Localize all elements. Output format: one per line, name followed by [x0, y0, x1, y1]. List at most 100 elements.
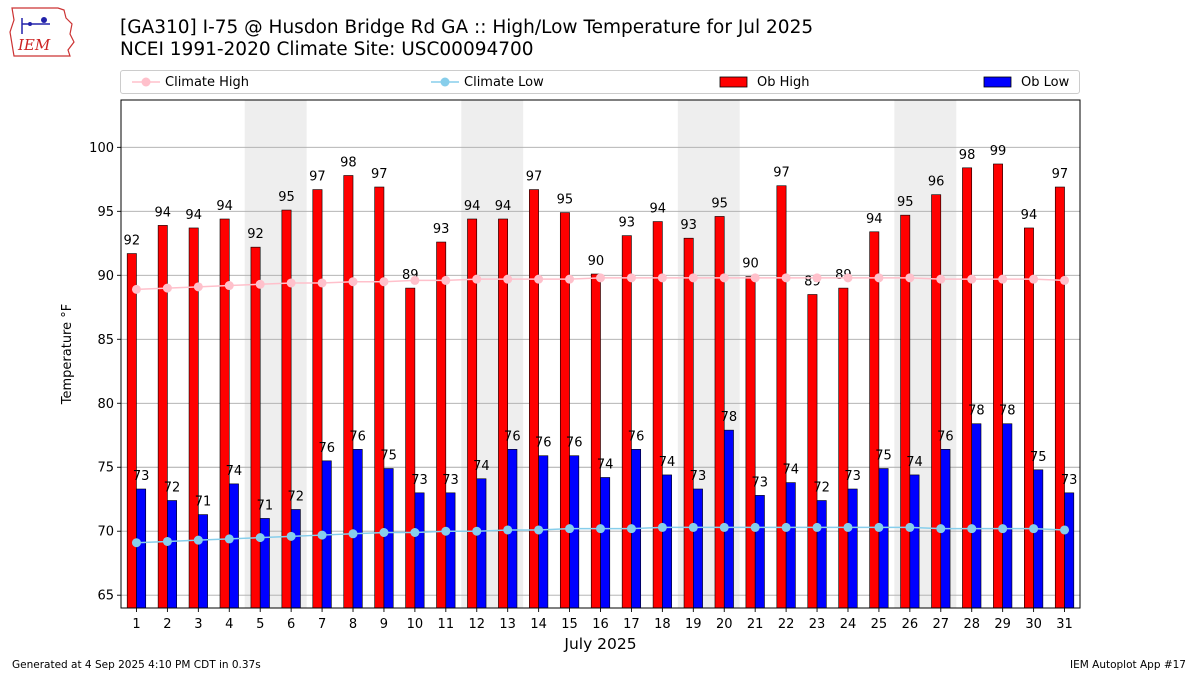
ob-high-bar — [126, 253, 137, 609]
climate-high-point — [936, 274, 946, 284]
weekend-band — [677, 100, 740, 608]
climate-high-point — [286, 278, 296, 288]
ob-low-bar — [631, 449, 642, 609]
ob-high-bar — [498, 218, 508, 609]
x-tick-label: 5 — [256, 617, 264, 632]
climate-high-point — [812, 273, 822, 283]
ob-low-bar — [600, 477, 611, 609]
legend-climate-low-label: Climate Low — [464, 75, 544, 90]
ob-high-bar — [1024, 227, 1034, 609]
ob-low-bar — [785, 482, 796, 609]
climate-low-point — [565, 524, 575, 534]
ob-low-bar — [1002, 423, 1013, 609]
ob-high-value-label: 94 — [1021, 208, 1038, 223]
y-tick-label: 90 — [97, 269, 114, 284]
climate-low-point — [657, 522, 667, 532]
climate-low-point — [1029, 524, 1039, 534]
ob-high-value-label: 95 — [557, 193, 574, 208]
climate-high-point — [1029, 274, 1039, 284]
ob-low-value-label: 74 — [473, 459, 490, 474]
ob-low-bar — [476, 478, 487, 609]
climate-low-point — [626, 524, 636, 534]
ob-high-value-label: 96 — [928, 175, 945, 190]
climate-high-point — [255, 279, 265, 289]
y-tick-label: 70 — [97, 525, 114, 540]
climate-high-point — [998, 274, 1008, 284]
x-tick-label: 3 — [194, 617, 202, 632]
ob-low-bar — [1064, 492, 1075, 609]
ob-high-value-label: 97 — [371, 167, 388, 182]
ob-high-bar — [281, 209, 292, 609]
ob-low-value-label: 74 — [597, 457, 614, 472]
ob-low-bar — [290, 509, 301, 609]
ob-low-value-label: 72 — [164, 481, 181, 496]
climate-low-point — [410, 528, 420, 538]
logo-text: IEM — [17, 36, 51, 54]
climate-low-point — [317, 530, 327, 540]
x-tick-label: 29 — [994, 617, 1011, 632]
climate-low-point — [874, 522, 884, 532]
climate-high-point — [193, 282, 203, 292]
y-tick-label: 75 — [97, 461, 114, 476]
y-tick-label: 100 — [89, 141, 114, 156]
x-tick-label: 24 — [840, 617, 857, 632]
ob-high-bar — [683, 237, 694, 609]
climate-low-point — [534, 525, 544, 535]
x-tick-label: 19 — [685, 617, 702, 632]
ob-low-bar — [971, 423, 982, 609]
x-tick-label: 28 — [963, 617, 980, 632]
ob-low-bar — [352, 449, 363, 609]
y-axis-label: Temperature °F — [60, 304, 75, 405]
x-tick-label: 30 — [1025, 617, 1042, 632]
x-tick-label: 1 — [132, 617, 140, 632]
ob-high-bar — [405, 287, 416, 609]
ob-high-value-label: 89 — [804, 274, 821, 289]
climate-high-point — [967, 274, 977, 284]
ob-low-bar — [136, 488, 147, 609]
ob-high-value-label: 92 — [247, 227, 264, 242]
climate-high-point — [565, 274, 575, 284]
ob-low-bar — [198, 514, 208, 609]
ob-low-value-label: 76 — [628, 429, 645, 444]
ob-high-bar — [188, 227, 199, 609]
ob-high-bar — [590, 273, 601, 609]
ob-low-value-label: 76 — [535, 436, 552, 451]
x-tick-label: 14 — [530, 617, 547, 632]
ob-low-bar — [507, 449, 518, 609]
ob-low-value-label: 75 — [380, 449, 397, 464]
climate-high-line-swatch — [132, 77, 160, 87]
ob-high-value-label: 94 — [649, 202, 666, 217]
climate-high-point — [224, 281, 234, 291]
ob-high-bar — [931, 194, 942, 609]
climate-high-point — [162, 283, 172, 293]
ob-high-bar — [807, 294, 818, 609]
climate-high-point — [472, 274, 482, 284]
ob-low-value-label: 71 — [257, 498, 274, 513]
legend-ob-low-label: Ob Low — [1021, 75, 1070, 90]
climate-low-line-swatch — [431, 77, 459, 87]
climate-low-point — [255, 533, 265, 543]
climate-high-point — [348, 277, 358, 287]
climate-high-point — [317, 278, 327, 288]
ob-high-bar — [436, 241, 447, 609]
ob-low-bar — [816, 500, 827, 609]
ob-high-bar — [157, 225, 168, 609]
ob-low-bar — [847, 488, 858, 609]
ob-low-bar — [167, 500, 177, 609]
climate-low-point — [781, 522, 791, 532]
ob-low-bar — [754, 495, 765, 609]
x-tick-label: 16 — [592, 617, 609, 632]
climate-high-point — [626, 273, 636, 283]
ob-high-bar — [467, 218, 478, 609]
climate-low-point — [472, 526, 482, 536]
ob-high-value-label: 95 — [278, 190, 295, 205]
ob-high-value-label: 98 — [959, 148, 976, 163]
ob-high-bar — [312, 189, 323, 609]
climate-low-point — [719, 522, 729, 532]
ob-high-bar — [993, 163, 1003, 609]
ob-low-value-label: 73 — [844, 469, 861, 484]
ob-low-value-label: 73 — [752, 475, 769, 490]
y-tick-label: 85 — [97, 333, 114, 348]
weekend-band — [461, 100, 524, 608]
x-tick-label: 11 — [438, 617, 455, 632]
